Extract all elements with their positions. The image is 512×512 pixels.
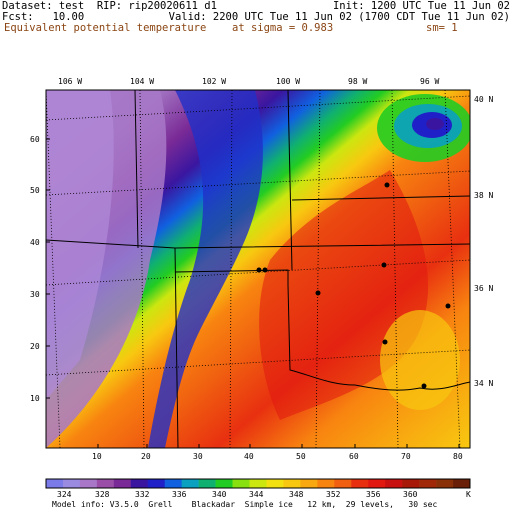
colorbar-swatch xyxy=(453,479,471,488)
grid-x-30: 30 xyxy=(193,452,203,461)
model-info-footer: Model info: V3.5.0 Grell Blackadar Simpl… xyxy=(52,500,438,509)
lon-label-102w: 102 W xyxy=(202,77,226,86)
colorbar-swatch xyxy=(334,479,352,488)
colorbar xyxy=(45,478,471,489)
lon-label-100w: 100 W xyxy=(276,77,300,86)
lon-label-104w: 104 W xyxy=(130,77,154,86)
colorbar-swatch xyxy=(113,479,132,488)
cb-label-348: 348 xyxy=(289,490,304,499)
field-name-label: Equivalent potential temperature xyxy=(4,22,207,34)
colorbar-swatch xyxy=(62,479,81,488)
valid-time-label: Valid: 2200 UTC Tue 11 Jun 02 (1700 CDT … xyxy=(168,11,510,23)
grid-x-10: 10 xyxy=(92,452,102,461)
colorbar-swatch xyxy=(300,479,318,488)
forecast-hour-label: Fcst: 10.00 xyxy=(2,11,85,23)
city-markers xyxy=(256,182,451,389)
grid-x-40: 40 xyxy=(244,452,254,461)
grid-y-20: 20 xyxy=(30,342,40,351)
grid-x-80: 80 xyxy=(453,452,463,461)
state-borders xyxy=(45,89,471,449)
colorbar-swatch xyxy=(283,479,301,488)
lon-label-98w: 98 W xyxy=(348,77,367,86)
lat-label-38n: 38 N xyxy=(474,191,493,200)
colorbar-swatch xyxy=(181,479,199,488)
colorbar-swatch xyxy=(419,479,437,488)
colorbar-swatch xyxy=(147,479,166,488)
lon-label-106w: 106 W xyxy=(58,77,82,86)
grid-y-40: 40 xyxy=(30,238,40,247)
grid-x-20: 20 xyxy=(141,452,151,461)
colorbar-frame xyxy=(45,478,471,489)
lon-label-96w: 96 W xyxy=(420,77,439,86)
grid-y-30: 30 xyxy=(30,290,40,299)
colorbar-swatch xyxy=(198,479,216,488)
grid-x-50: 50 xyxy=(296,452,306,461)
cb-label-360: 360 xyxy=(403,490,418,499)
grid-x-60: 60 xyxy=(349,452,359,461)
init-time-label: Init: 1200 UTC Tue 11 Jun 02 xyxy=(332,0,510,12)
colorbar-swatch xyxy=(317,479,335,488)
colorbar-swatch xyxy=(96,479,115,488)
colorbar-swatch xyxy=(79,479,98,488)
colorbar-swatch xyxy=(249,479,267,488)
grid-y-10: 10 xyxy=(30,394,40,403)
cb-label-324: 324 xyxy=(57,490,72,499)
x-ticks xyxy=(97,444,460,448)
sigma-level-label: at sigma = 0.983 xyxy=(232,22,334,34)
y-ticks xyxy=(46,138,50,399)
colorbar-swatch xyxy=(351,479,369,488)
grid-y-50: 50 xyxy=(30,186,40,195)
lat-label-34n: 34 N xyxy=(474,379,493,388)
lat-label-36n: 36 N xyxy=(474,284,493,293)
smoothing-label: sm= 1 xyxy=(426,22,458,34)
cb-label-unit: K xyxy=(466,490,471,499)
cb-label-344: 344 xyxy=(249,490,264,499)
grid-y-60: 60 xyxy=(30,135,40,144)
dataset-label: Dataset: test RIP: rip20020611 d1 xyxy=(2,0,217,12)
colorbar-swatch xyxy=(46,479,64,488)
colorbar-swatch xyxy=(436,479,454,488)
cb-label-332: 332 xyxy=(135,490,150,499)
cb-label-340: 340 xyxy=(212,490,227,499)
colorbar-swatch xyxy=(232,479,250,488)
colorbar-swatch xyxy=(402,479,420,488)
colorbar-swatch xyxy=(215,479,233,488)
colorbar-swatch xyxy=(266,479,284,488)
colorbar-swatch xyxy=(368,479,386,488)
colorbar-labels: 324 328 332 336 340 344 348 352 356 360 … xyxy=(57,490,471,499)
grid-x-70: 70 xyxy=(401,452,411,461)
plot-frame xyxy=(45,89,471,449)
cb-label-336: 336 xyxy=(172,490,187,499)
colorbar-swatch xyxy=(130,479,149,488)
colorbar-swatch xyxy=(385,479,403,488)
cb-label-328: 328 xyxy=(95,490,110,499)
cb-label-356: 356 xyxy=(366,490,381,499)
cb-label-352: 352 xyxy=(326,490,341,499)
lat-label-40n: 40 N xyxy=(474,95,493,104)
colorbar-swatch xyxy=(164,479,182,488)
